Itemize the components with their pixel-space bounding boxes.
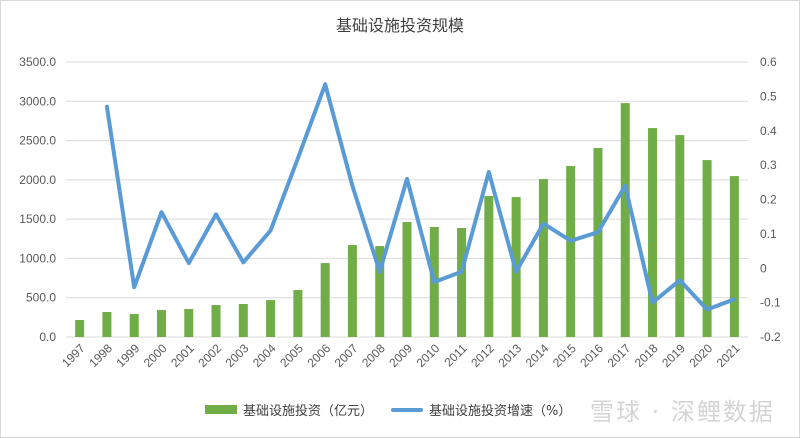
line-point — [270, 229, 272, 231]
legend-bar-label: 基础设施投资（亿元） — [243, 404, 374, 419]
bar — [484, 196, 494, 337]
line-point — [406, 178, 408, 180]
right-axis-tick: -0.1 — [760, 296, 781, 310]
left-axis-tick: 2000.0 — [19, 173, 56, 187]
x-axis-tick: 2002 — [195, 341, 224, 370]
left-axis-tick: 1000.0 — [19, 251, 56, 265]
right-axis-tick: 0.4 — [760, 124, 777, 138]
x-axis-tick: 1998 — [86, 341, 115, 370]
line-point — [188, 262, 190, 264]
x-axis-tick: 2021 — [714, 341, 743, 370]
bar — [266, 300, 276, 337]
line-point — [679, 279, 681, 281]
bar — [238, 304, 248, 337]
x-axis-tick: 2000 — [141, 341, 170, 370]
line-point — [706, 309, 708, 310]
line-point — [297, 157, 299, 159]
bar — [402, 222, 412, 337]
x-axis-tick: 2010 — [414, 341, 443, 370]
line-point — [488, 171, 490, 173]
line-point — [433, 281, 435, 283]
left-axis-tick: 0.0 — [39, 330, 56, 344]
bar — [729, 176, 739, 337]
x-axis-tick: 2015 — [550, 341, 579, 370]
x-axis-tick: 2004 — [250, 341, 279, 370]
line-point — [351, 185, 353, 187]
line-point — [461, 271, 463, 273]
x-axis-tick: 2003 — [223, 341, 252, 370]
bar — [648, 128, 658, 337]
right-axis-tick: 0.6 — [760, 55, 777, 69]
line-point — [215, 213, 217, 215]
line-point — [570, 240, 572, 242]
bar — [675, 135, 685, 337]
x-axis-tick: 2006 — [304, 341, 333, 370]
x-axis-tick: 2008 — [359, 341, 388, 370]
x-axis-tick: 2013 — [495, 341, 524, 370]
x-axis-tick: 1999 — [114, 341, 143, 370]
bar — [347, 245, 357, 337]
line-point — [733, 298, 735, 300]
watermark: 雪球 · 深鲤数据 — [590, 398, 775, 426]
x-axis-tick: 1997 — [59, 341, 88, 370]
bar — [375, 246, 385, 337]
x-axis-tick: 2012 — [468, 341, 497, 370]
bar — [102, 312, 112, 337]
x-axis-tick: 2011 — [442, 341, 470, 369]
x-axis-tick: 2017 — [605, 341, 634, 370]
x-axis-tick: 2014 — [523, 341, 552, 370]
line-point — [324, 83, 326, 85]
bar — [293, 290, 303, 337]
bar — [211, 305, 221, 337]
bar — [129, 313, 139, 337]
x-axis-tick: 2019 — [659, 341, 688, 370]
line-point — [160, 211, 162, 213]
bar — [538, 179, 548, 337]
x-axis-tick: 2007 — [332, 341, 361, 370]
legend-line-label: 基础设施投资增速（%） — [429, 404, 572, 419]
legend-bar-swatch — [205, 405, 237, 414]
line-point — [652, 302, 654, 304]
line-point — [597, 231, 599, 233]
right-axis-tick: 0.3 — [760, 158, 777, 172]
bar — [156, 310, 166, 337]
x-axis-tick: 2018 — [632, 341, 661, 370]
line-point — [242, 261, 244, 263]
x-axis-tick: 2016 — [577, 341, 606, 370]
x-axis-tick: 2009 — [386, 341, 415, 370]
bar — [75, 320, 85, 337]
left-axis-tick: 3000.0 — [19, 94, 56, 108]
left-axis-tick: 3500.0 — [19, 55, 56, 69]
left-axis-tick: 2500.0 — [19, 134, 56, 148]
left-axis-tick: 500.0 — [26, 291, 56, 305]
right-axis-tick: 0 — [760, 261, 767, 275]
growth-line — [104, 82, 737, 312]
line-point — [379, 271, 381, 273]
legend-line-swatch — [391, 407, 424, 412]
bar — [620, 103, 630, 337]
legend: 基础设施投资（亿元） 基础设施投资增速（%） — [205, 400, 571, 419]
bar — [320, 263, 330, 337]
chart-title: 基础设施投资规模 — [335, 16, 464, 35]
left-axis-tick: 1500.0 — [19, 212, 56, 226]
bar — [184, 309, 194, 337]
right-axis-tick: -0.2 — [760, 330, 781, 344]
right-axis-tick: 0.2 — [760, 193, 777, 207]
line-point — [542, 223, 544, 225]
line-point — [624, 185, 626, 187]
line-point — [133, 286, 135, 288]
right-axis-tick: 0.5 — [760, 89, 777, 103]
x-axis-tick: 2020 — [686, 341, 715, 370]
bar — [457, 228, 467, 337]
x-axis-tick: 2005 — [277, 341, 306, 370]
right-axis-tick: 0.1 — [760, 227, 777, 241]
bar — [566, 166, 576, 337]
line-point — [515, 271, 517, 273]
line-point — [106, 106, 108, 108]
bar — [593, 148, 603, 337]
x-axis-tick: 2001 — [168, 341, 197, 370]
bar — [702, 160, 712, 337]
